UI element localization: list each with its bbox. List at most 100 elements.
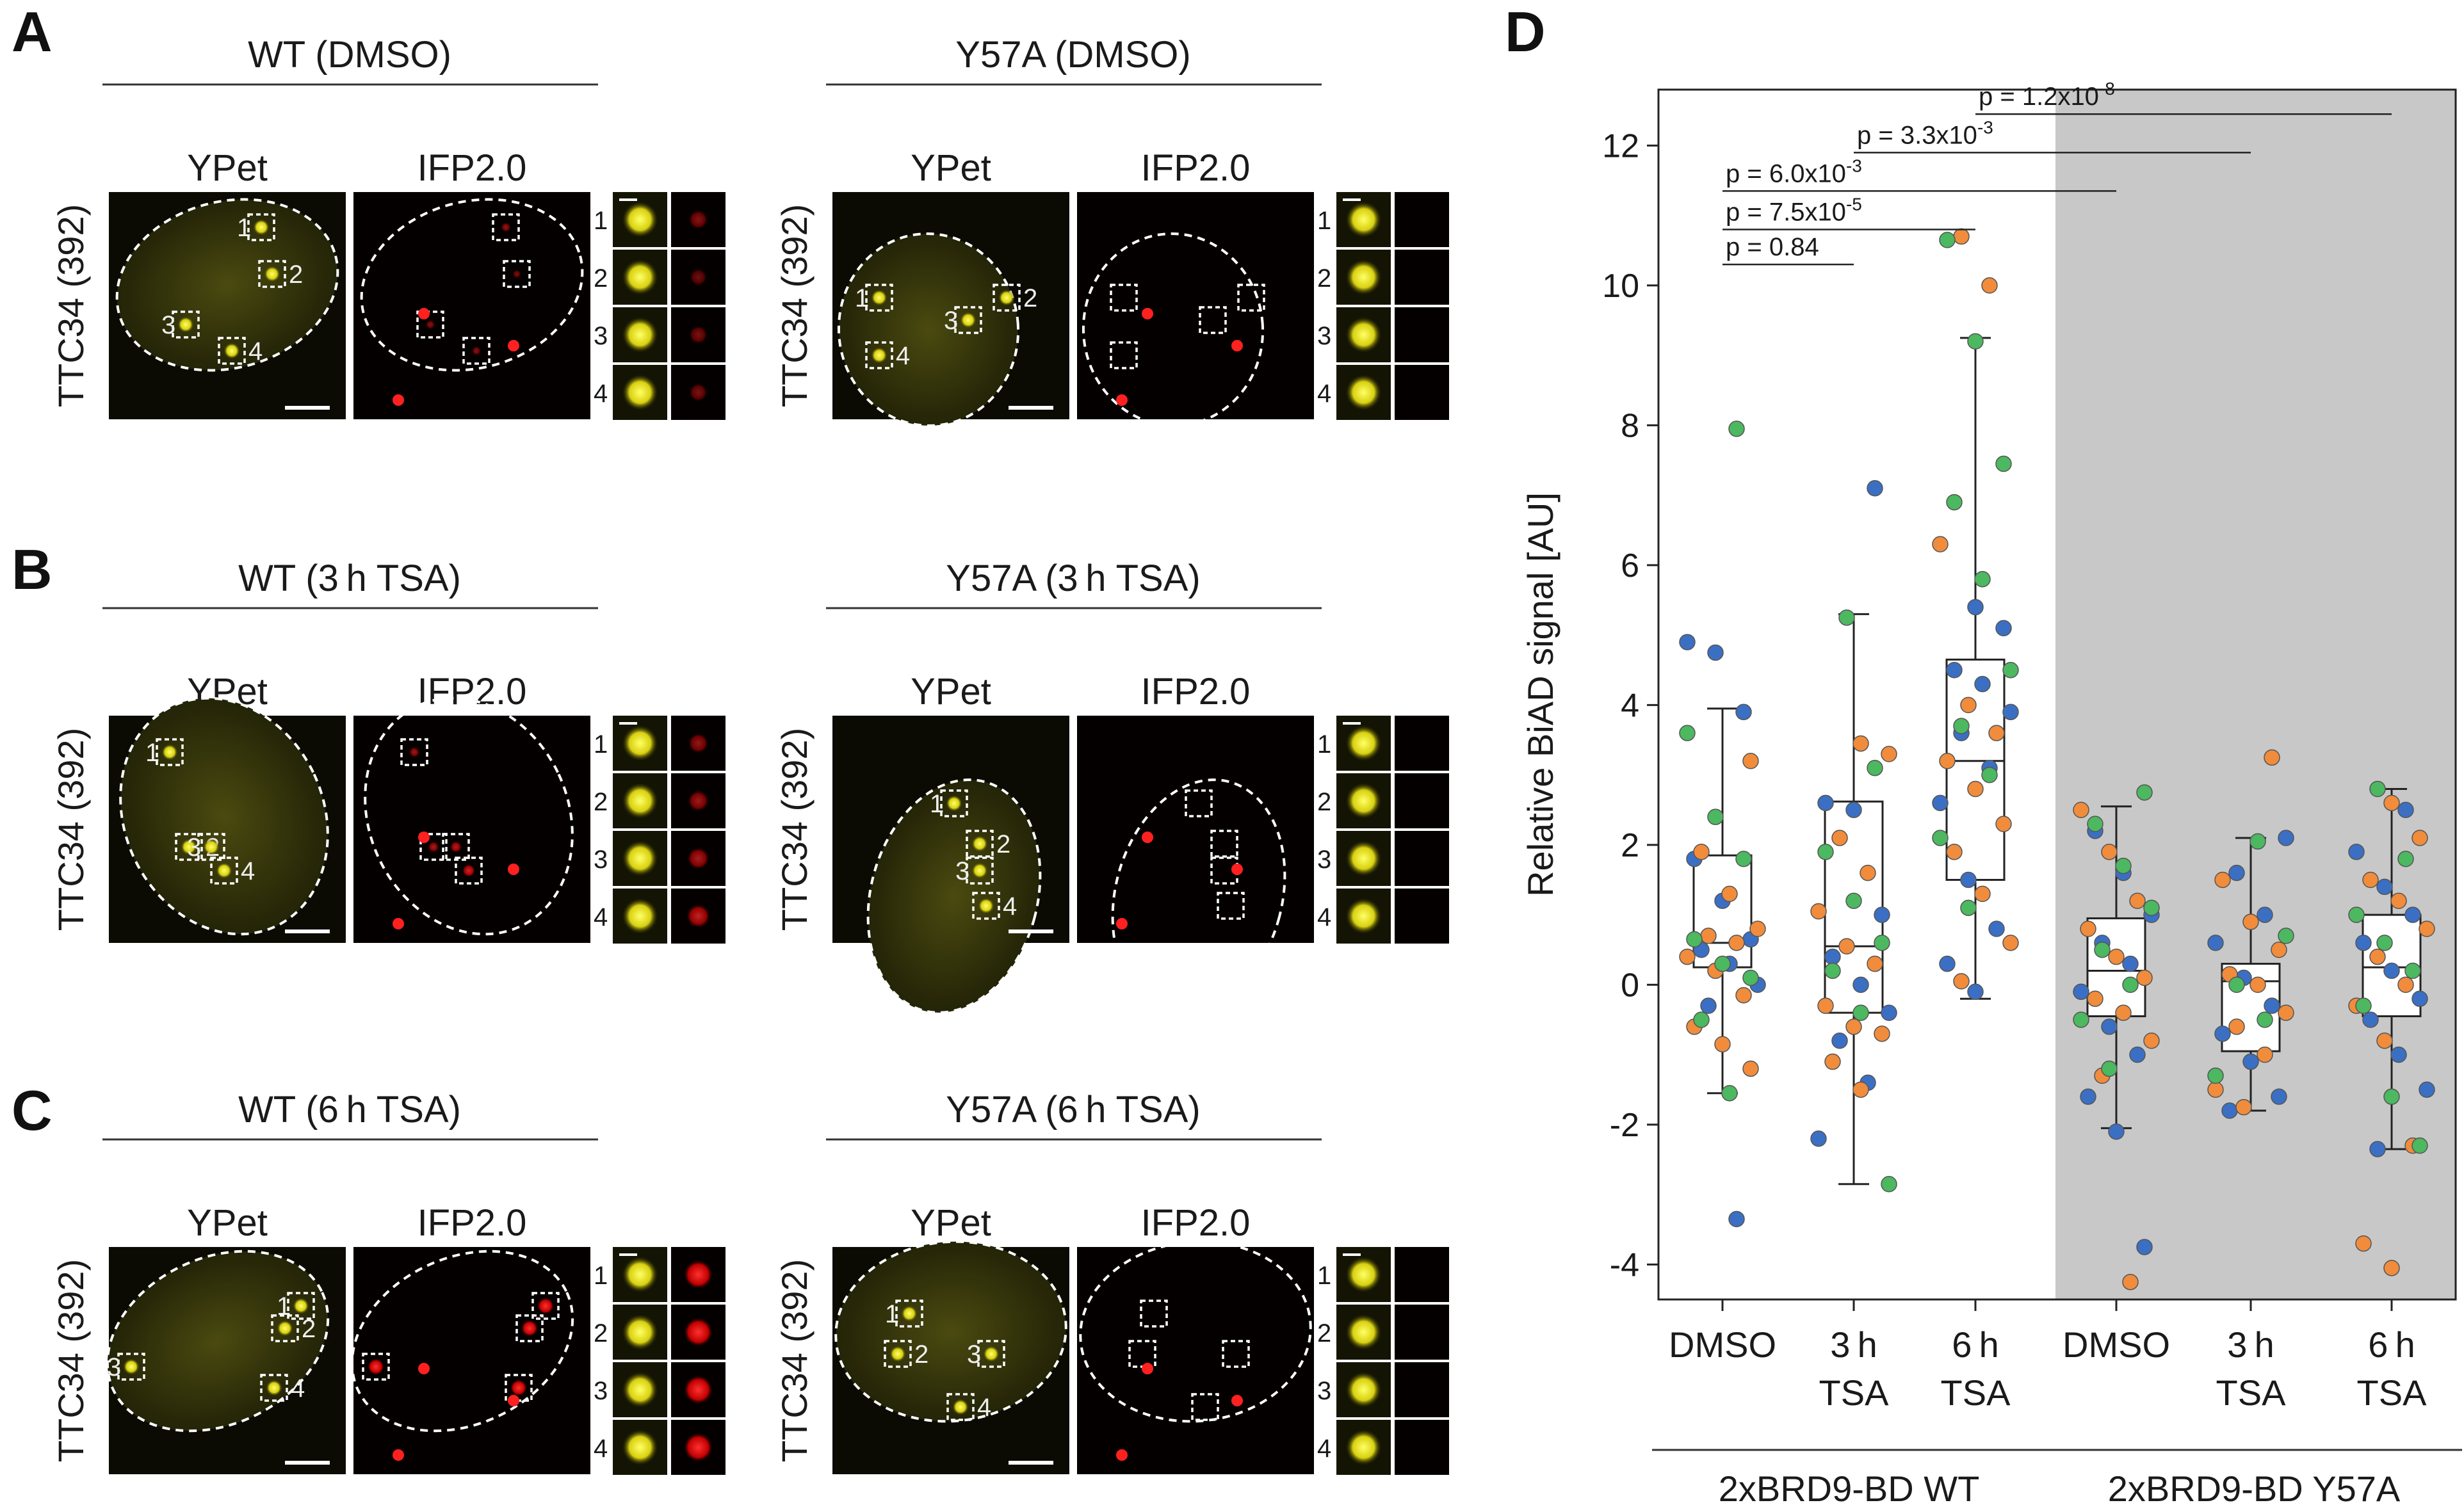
ifp-background-spot (1142, 1363, 1153, 1374)
nucleus-outline (350, 1250, 574, 1433)
data-point (2419, 921, 2435, 937)
panel-letter-a: A (12, 0, 53, 63)
inset-ifp-spot (683, 1375, 713, 1404)
row-label: TTC34 (392) (774, 728, 815, 931)
nucleus-outline (115, 198, 339, 372)
data-point (1735, 704, 1752, 721)
inset-ypet-spot (1345, 1257, 1382, 1292)
y-tick-label: 2 (1621, 827, 1639, 864)
ifp-background-spot (1231, 1395, 1243, 1406)
data-point (1735, 987, 1752, 1004)
data-point (2129, 892, 2146, 910)
data-point (1679, 634, 1696, 650)
data-point (1845, 801, 1862, 819)
data-point (1967, 333, 1984, 350)
data-point (2122, 976, 2139, 993)
channel-label-ifp: IFP2.0 (417, 671, 527, 712)
inset-label: 1 (1317, 1262, 1331, 1290)
roi-label: 4 (977, 1394, 991, 1422)
data-point (2257, 906, 2273, 923)
inset-label: 2 (1317, 788, 1331, 816)
data-point (1953, 228, 1970, 245)
x-tick-label: TSA (1941, 1372, 2011, 1413)
data-point (1852, 1081, 1869, 1098)
ypet-image: 1 2 3 4 (109, 192, 346, 419)
inset-ifp (1395, 1420, 1449, 1475)
data-point (1824, 948, 1841, 965)
data-point (1831, 1033, 1848, 1049)
ifp-background-spot (418, 1363, 430, 1374)
pvalue-label: p = 1.2x10-8 (1979, 79, 2115, 111)
roi-label: 1 (277, 1292, 291, 1321)
data-point (1974, 675, 1991, 693)
data-point (1817, 794, 1834, 812)
data-point (1988, 725, 2005, 741)
roi-box (966, 830, 994, 858)
nucleus-outline (837, 232, 1020, 427)
data-point (2383, 962, 2400, 979)
inset-ifp (1395, 192, 1449, 247)
data-point (1867, 479, 1883, 497)
ypet-spot (177, 316, 194, 333)
roi-label: 4 (1003, 892, 1017, 921)
roi-box (1185, 789, 1213, 817)
inset-ifp-spot (690, 268, 707, 286)
inset-ifp (1395, 889, 1449, 944)
inset-label: 1 (1317, 207, 1331, 235)
roi-box (993, 284, 1021, 312)
data-point (2362, 1011, 2379, 1028)
data-point (2419, 1081, 2435, 1098)
inset-ifp (1395, 1305, 1449, 1360)
y-tick-label: 12 (1602, 127, 1639, 165)
x-tick-label: TSA (1819, 1372, 1890, 1413)
image-background (353, 192, 590, 419)
data-point (2369, 780, 2386, 798)
data-point (1700, 928, 1717, 944)
data-point (1714, 955, 1731, 972)
roi-box (1110, 284, 1138, 312)
data-point (1874, 1025, 1890, 1042)
data-point (2214, 1025, 2231, 1042)
data-point (1946, 844, 1963, 860)
inset-label: 2 (594, 788, 608, 816)
data-point (1707, 808, 1724, 825)
data-point (2087, 990, 2103, 1007)
roi-box (260, 1374, 288, 1402)
data-point (1960, 871, 1977, 889)
inset-ifp-spot (688, 733, 709, 753)
y-tick-label: 0 (1621, 967, 1639, 1004)
image-background (1077, 716, 1314, 943)
ifp-background-spot (393, 918, 404, 929)
roi-box (1199, 306, 1227, 334)
data-point (2271, 1088, 2287, 1105)
x-tick-label: TSA (2357, 1372, 2428, 1413)
inset-ifp-spot (689, 383, 708, 402)
ifp-spot (462, 864, 475, 877)
inset-ypet-spot (622, 259, 658, 295)
data-point (1742, 1060, 1759, 1077)
roi-box (884, 1340, 912, 1368)
inset-ifp (1395, 716, 1449, 771)
data-point (2080, 921, 2096, 937)
data-point (2390, 892, 2407, 910)
ifp-image (1077, 716, 1314, 1014)
panel-letter-b: B (12, 538, 53, 601)
data-point (2122, 1273, 2139, 1291)
data-point (1686, 931, 1703, 948)
ifp-background-spot (1231, 340, 1243, 351)
row-label: TTC34 (392) (51, 728, 91, 931)
ypet-spot (871, 347, 888, 364)
data-point (2278, 1004, 2294, 1021)
ypet-spot (952, 1399, 969, 1415)
inset-label: 4 (594, 903, 608, 931)
data-point (2087, 816, 2103, 832)
roi-label: 2 (1023, 284, 1037, 312)
data-point (1974, 885, 1991, 903)
roi-label: 2 (996, 830, 1010, 858)
roi-label: 1 (885, 1300, 899, 1328)
data-point (1953, 718, 1970, 734)
data-point (2101, 844, 2118, 860)
ifp-background-spot (1142, 832, 1153, 843)
roi-box (946, 1393, 975, 1421)
